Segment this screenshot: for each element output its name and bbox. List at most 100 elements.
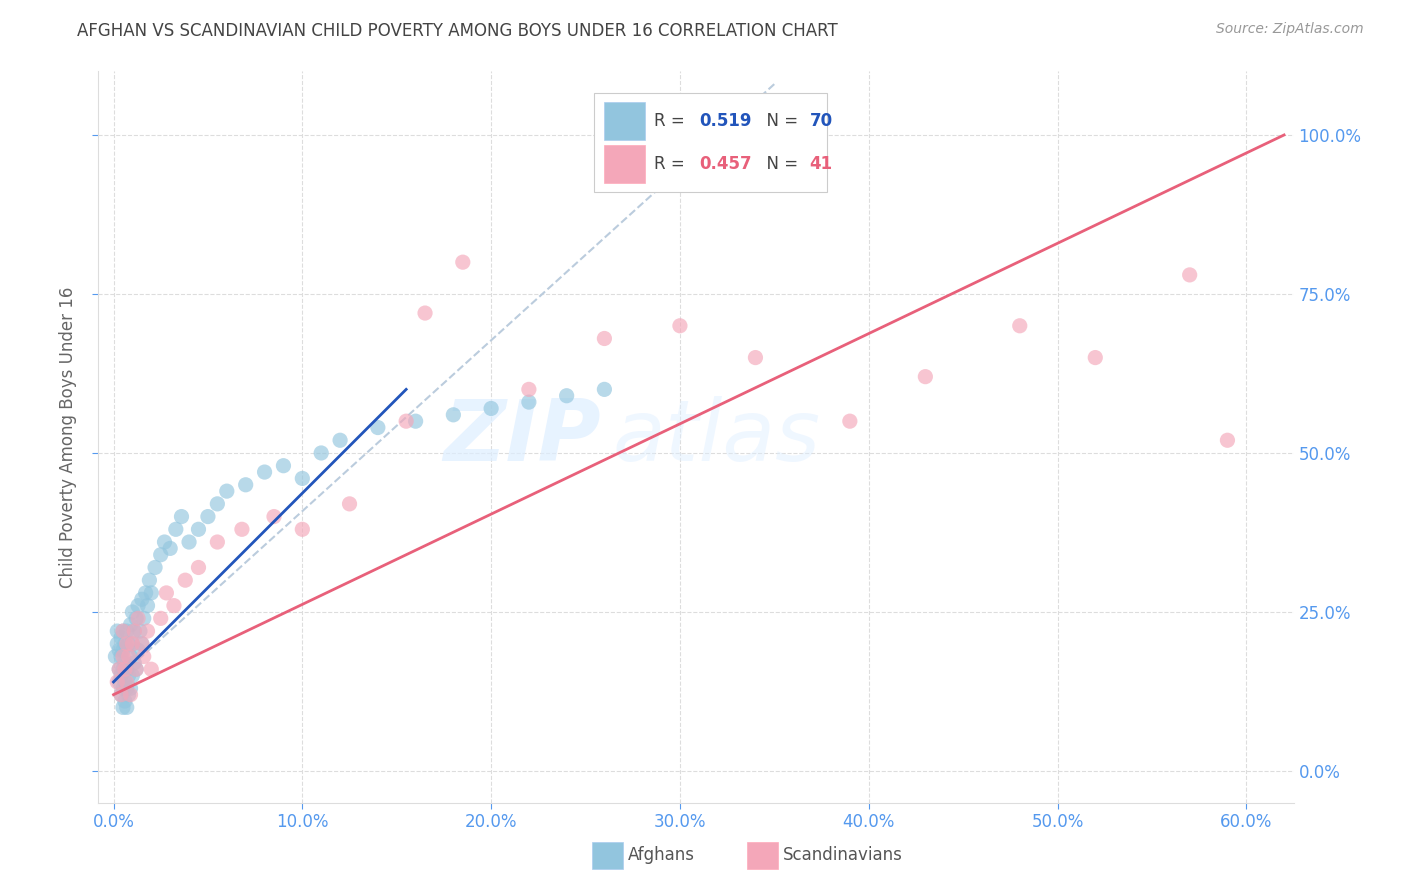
Text: R =: R = (654, 155, 690, 173)
Point (132, 611, 155, 625)
Point (110, 688, 132, 702)
Point (291, 522, 314, 536)
Point (339, 497, 361, 511)
Text: atlas: atlas (613, 395, 820, 479)
Point (125, 611, 148, 625)
Point (149, 548, 172, 562)
Text: ZIP: ZIP (443, 395, 600, 479)
Point (669, 318, 692, 333)
Point (136, 624, 159, 638)
Point (111, 681, 134, 696)
Point (155, 586, 177, 600)
Point (111, 649, 134, 664)
Point (1178, 268, 1201, 282)
Point (114, 637, 136, 651)
Point (170, 509, 193, 524)
Point (593, 383, 616, 397)
Text: 70: 70 (810, 112, 832, 130)
Point (405, 414, 427, 428)
Point (517, 383, 540, 397)
Point (253, 465, 276, 479)
Point (235, 477, 257, 491)
Point (174, 573, 197, 587)
Point (153, 535, 176, 549)
Text: R =: R = (654, 112, 690, 130)
Point (120, 681, 142, 696)
Point (121, 637, 143, 651)
Point (111, 700, 134, 714)
Point (125, 662, 148, 676)
Point (479, 401, 502, 416)
Point (114, 656, 136, 670)
Point (111, 662, 134, 676)
Point (187, 560, 209, 574)
Point (117, 688, 139, 702)
Point (207, 497, 229, 511)
Text: Afghans: Afghans (628, 847, 695, 864)
Point (149, 611, 172, 625)
Text: AFGHAN VS SCANDINAVIAN CHILD POVERTY AMONG BOYS UNDER 16 CORRELATION CHART: AFGHAN VS SCANDINAVIAN CHILD POVERTY AMO… (77, 22, 838, 40)
Point (143, 560, 166, 574)
Point (120, 688, 142, 702)
Point (329, 434, 352, 448)
Point (163, 599, 186, 613)
Point (105, 675, 128, 690)
Point (127, 611, 149, 625)
Point (177, 535, 200, 549)
FancyBboxPatch shape (605, 145, 644, 184)
Point (141, 662, 163, 676)
Point (125, 662, 148, 676)
Point (105, 624, 128, 638)
Point (159, 541, 181, 556)
Text: Source: ZipAtlas.com: Source: ZipAtlas.com (1216, 22, 1364, 37)
Point (114, 694, 136, 708)
Point (120, 617, 142, 632)
Point (441, 408, 464, 422)
Point (395, 414, 418, 428)
Point (127, 599, 149, 613)
Point (117, 637, 139, 651)
FancyBboxPatch shape (605, 102, 644, 140)
Point (121, 668, 143, 682)
Point (165, 522, 187, 536)
Point (110, 688, 132, 702)
Point (115, 675, 138, 690)
Point (555, 389, 578, 403)
Text: 41: 41 (810, 155, 832, 173)
Point (117, 649, 139, 664)
Point (110, 668, 132, 682)
Point (114, 675, 136, 690)
Point (115, 681, 138, 696)
Point (231, 522, 253, 536)
Point (124, 624, 146, 638)
FancyBboxPatch shape (748, 842, 779, 869)
Point (517, 395, 540, 409)
Point (115, 624, 138, 638)
Text: N =: N = (756, 155, 803, 173)
Point (263, 509, 285, 524)
Point (131, 637, 153, 651)
Point (104, 649, 127, 664)
Point (367, 420, 389, 434)
Point (141, 586, 163, 600)
Point (914, 369, 936, 384)
Point (309, 446, 332, 460)
Point (127, 643, 149, 657)
Point (215, 484, 238, 499)
Point (111, 624, 134, 638)
Point (115, 662, 138, 676)
Point (110, 631, 132, 645)
Point (108, 662, 131, 676)
Point (1084, 351, 1107, 365)
FancyBboxPatch shape (595, 94, 827, 192)
Point (120, 649, 142, 664)
Point (187, 522, 209, 536)
Text: Scandinavians: Scandinavians (783, 847, 903, 864)
Point (121, 605, 143, 619)
Point (197, 509, 219, 524)
Point (115, 637, 138, 651)
Point (131, 637, 153, 651)
Point (124, 656, 146, 670)
Text: N =: N = (756, 112, 803, 130)
Text: 0.457: 0.457 (700, 155, 752, 173)
